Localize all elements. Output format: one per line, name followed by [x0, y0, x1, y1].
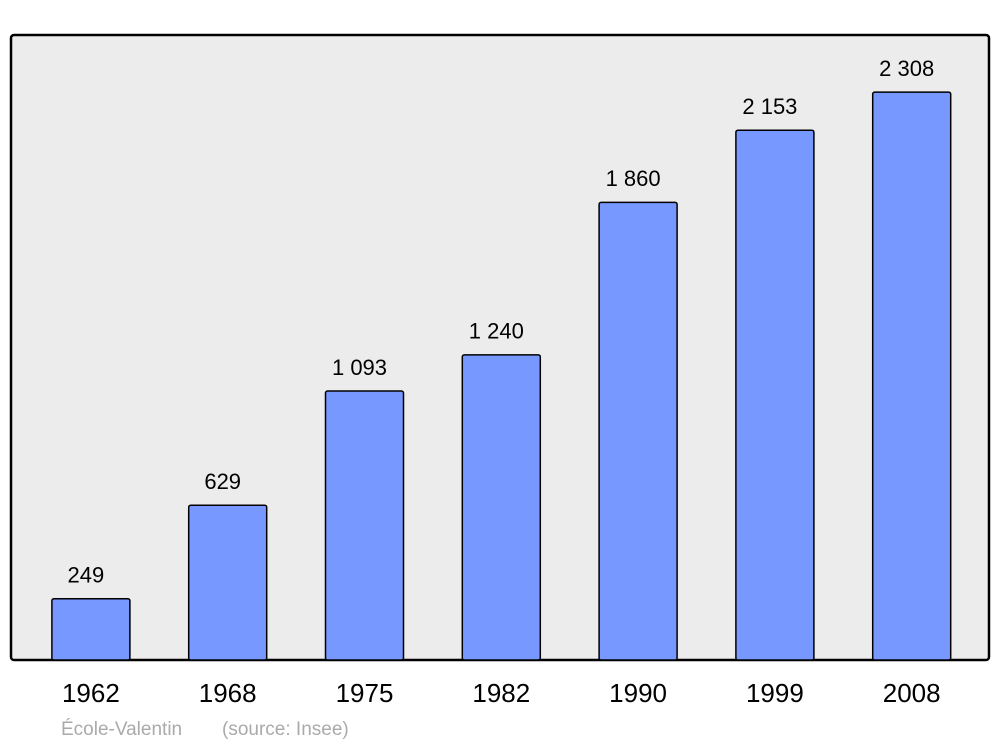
value-label: 2 153 [742, 94, 797, 119]
x-tick-label: 1962 [62, 678, 120, 708]
x-tick-label: 2008 [883, 678, 941, 708]
bar [324, 390, 405, 661]
x-tick-label: 1968 [199, 678, 257, 708]
bar [598, 201, 678, 661]
bar [735, 129, 815, 661]
x-tick-label: 1990 [609, 678, 667, 708]
x-tick-label: 1982 [472, 678, 530, 708]
x-tick-label: 1975 [336, 678, 394, 708]
value-label: 249 [68, 563, 105, 588]
bar [51, 597, 131, 661]
value-label: 1 860 [606, 166, 661, 191]
value-label: 1 093 [332, 355, 387, 380]
x-tick-label: 1999 [746, 678, 804, 708]
value-label: 2 308 [879, 56, 934, 81]
value-label: 1 240 [469, 319, 524, 344]
source-label: (source: Insee) [222, 719, 349, 740]
value-label: 629 [204, 469, 241, 494]
bar [187, 504, 268, 661]
bar [461, 354, 542, 661]
bar [871, 91, 952, 661]
place-label: École-Valentin [61, 719, 182, 740]
